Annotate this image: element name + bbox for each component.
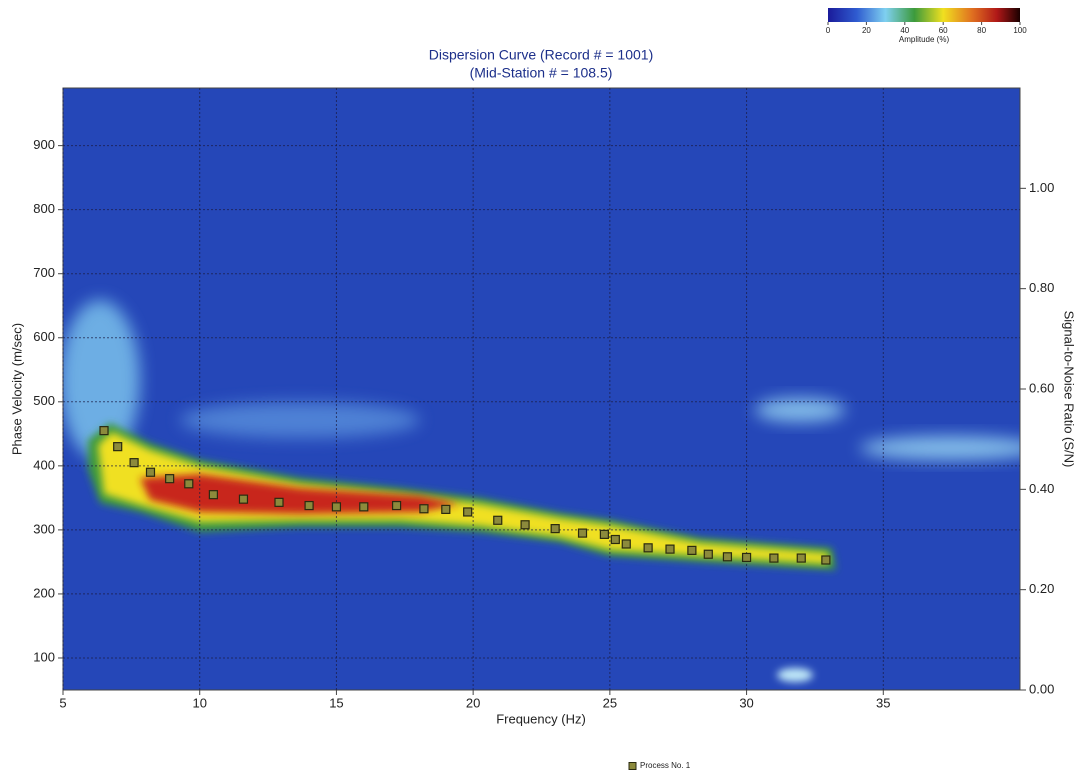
chart-subtitle: (Mid-Station # = 108.5) [470, 65, 613, 81]
data-point [113, 442, 123, 452]
y2-tick-label: 0.60 [1029, 380, 1054, 395]
data-point [391, 500, 402, 511]
data-point [610, 534, 620, 545]
data-point [208, 490, 218, 500]
data-point [599, 529, 609, 539]
y2-axis-label: Signal-to-Noise Ratio (S/N) [1062, 311, 1077, 468]
data-point [331, 502, 342, 512]
y2-tick-label: 0.80 [1029, 280, 1054, 295]
colorbar-tick-label: 20 [862, 26, 871, 35]
legend-swatch [628, 762, 637, 770]
y2-tick-label: 0.40 [1029, 481, 1054, 496]
data-point [520, 520, 530, 530]
data-point [441, 504, 451, 514]
data-point [769, 553, 779, 563]
data-point [359, 502, 369, 512]
y-tick-label: 300 [33, 521, 55, 536]
data-point [99, 426, 109, 436]
y-tick-label: 700 [33, 265, 55, 280]
y2-tick-label: 0.20 [1029, 581, 1054, 596]
data-point [643, 543, 653, 553]
data-point [184, 479, 194, 489]
y-tick-label: 100 [33, 649, 55, 664]
y-tick-label: 500 [33, 393, 55, 408]
y-tick-label: 400 [33, 457, 55, 472]
data-point [274, 497, 284, 507]
y-tick-label: 900 [33, 137, 55, 152]
legend-label: Process No. 1 [640, 761, 691, 770]
data-point [550, 524, 560, 534]
data-point [665, 544, 675, 554]
colorbar-tick-label: 0 [826, 26, 831, 35]
colorbar-tick-label: 100 [1013, 26, 1027, 35]
y-tick-label: 800 [33, 201, 55, 216]
data-point [621, 539, 631, 549]
data-point [493, 515, 503, 525]
y-axis-label: Phase Velocity (m/sec) [9, 323, 24, 455]
data-point [722, 552, 733, 562]
x-tick-label: 30 [739, 695, 753, 710]
y2-tick-label: 1.00 [1029, 180, 1054, 195]
colorbar [828, 8, 1020, 22]
y-tick-label: 600 [33, 329, 55, 344]
heatmap [63, 88, 1020, 690]
data-point [577, 528, 588, 538]
y2-tick-label: 0.00 [1029, 681, 1054, 696]
data-point [165, 474, 175, 484]
data-point [703, 549, 713, 559]
colorbar-label: Amplitude (%) [899, 35, 950, 44]
data-point [463, 507, 473, 517]
x-tick-label: 15 [329, 695, 343, 710]
colorbar-tick-label: 80 [977, 26, 986, 35]
colorbar-tick-label: 60 [939, 26, 948, 35]
x-tick-label: 35 [876, 695, 890, 710]
chart-title: Dispersion Curve (Record # = 1001) [429, 47, 654, 63]
data-point [419, 504, 429, 514]
data-point [238, 494, 249, 504]
x-axis-label: Frequency (Hz) [496, 711, 586, 726]
x-tick-label: 25 [603, 695, 617, 710]
data-point [129, 458, 139, 468]
colorbar-tick-label: 40 [900, 26, 909, 35]
data-point [687, 545, 697, 555]
data-point [796, 553, 806, 563]
data-point [304, 500, 314, 511]
y-tick-label: 200 [33, 585, 55, 600]
x-tick-label: 5 [59, 695, 66, 710]
data-point [821, 555, 831, 565]
x-tick-label: 20 [466, 695, 480, 710]
x-tick-label: 10 [192, 695, 206, 710]
data-point [741, 552, 752, 563]
data-point [145, 467, 156, 477]
